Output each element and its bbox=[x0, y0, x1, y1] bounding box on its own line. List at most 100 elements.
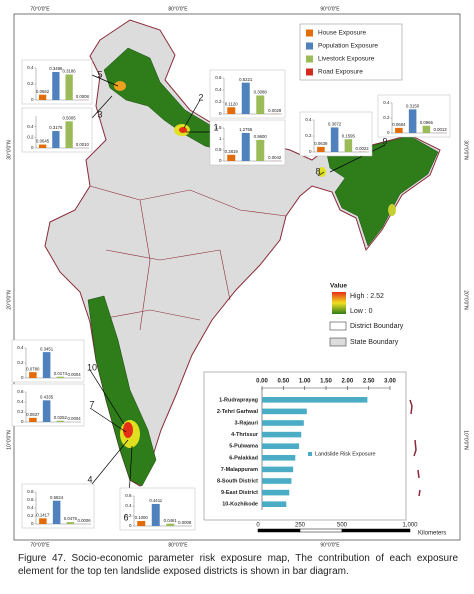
bar bbox=[52, 72, 60, 100]
value-label: 0.1000 bbox=[135, 515, 149, 520]
bar bbox=[422, 125, 431, 133]
district-number: 5 bbox=[97, 69, 102, 79]
value-label: 0.4411 bbox=[149, 498, 162, 503]
scale-segment bbox=[257, 528, 301, 533]
bar bbox=[52, 500, 61, 524]
y-tick-label: 8-South District bbox=[217, 478, 258, 484]
bar bbox=[262, 431, 302, 438]
y-tick-label: 0.4 bbox=[215, 87, 222, 92]
hotspot bbox=[388, 204, 396, 216]
scale-segment bbox=[341, 528, 411, 533]
value-label: 0.0004 bbox=[68, 372, 82, 377]
y-tick-label: 7-Malappuram bbox=[221, 467, 258, 473]
bar bbox=[395, 127, 403, 133]
value-low: Low : 0 bbox=[350, 308, 373, 315]
value-label: 0.3496 bbox=[49, 66, 63, 71]
y-tick-label: 0.4 bbox=[305, 117, 312, 122]
bar-chart-box bbox=[203, 371, 407, 521]
bar bbox=[241, 82, 250, 114]
legend-swatch bbox=[308, 452, 312, 456]
y-tick-label: 5-Pulwama bbox=[229, 444, 259, 450]
value-label: 0.0252 bbox=[54, 415, 68, 420]
bar bbox=[65, 74, 73, 100]
value-label: 0.0006 bbox=[78, 518, 92, 523]
hotspot bbox=[114, 81, 126, 91]
y-tick-label: 0.2 bbox=[27, 135, 34, 140]
bar bbox=[344, 139, 353, 152]
y-tick-label: 0.4 bbox=[17, 345, 24, 350]
bar bbox=[166, 523, 175, 526]
bar bbox=[262, 478, 292, 484]
x-tick-label: 2.00 bbox=[341, 379, 353, 385]
y-tick-label: 9-East District bbox=[221, 490, 258, 496]
x-tick-label: 0.50 bbox=[277, 379, 289, 385]
bar bbox=[317, 146, 325, 152]
y-tick-label: 0 bbox=[31, 97, 34, 102]
district-number: 4 bbox=[87, 474, 92, 484]
y-tick-label: 0.6 bbox=[125, 493, 132, 498]
value-label: 0.0645 bbox=[36, 139, 50, 144]
value-label: 0.0022 bbox=[356, 146, 370, 151]
y-tick-label: 0.8 bbox=[27, 489, 34, 494]
bar bbox=[39, 518, 47, 524]
value-label: 0.0461 bbox=[164, 518, 178, 523]
bar bbox=[66, 522, 75, 524]
hotspot bbox=[179, 127, 187, 133]
legend-swatch bbox=[306, 55, 313, 63]
latitude-label: 10°0'0"N bbox=[463, 430, 469, 450]
latitude-label: 20°0'0"N bbox=[463, 290, 469, 310]
value-label: 0.1120 bbox=[225, 101, 238, 106]
district-number: 10 bbox=[87, 362, 97, 372]
y-tick-label: 1.5 bbox=[215, 125, 222, 130]
y-tick-label: 0.6 bbox=[27, 497, 34, 502]
district-number: 2 bbox=[198, 92, 203, 102]
country-outline bbox=[44, 19, 441, 487]
y-tick-label: 0 bbox=[21, 419, 24, 424]
bar bbox=[262, 420, 304, 426]
district-label: District Boundary bbox=[350, 323, 404, 330]
x-tick-label: 1.00 bbox=[299, 379, 311, 385]
bar bbox=[262, 408, 307, 415]
y-tick-label: 0.2 bbox=[17, 409, 24, 414]
bar bbox=[262, 455, 296, 461]
bar bbox=[151, 503, 160, 526]
y-tick-label: 0 bbox=[309, 149, 312, 154]
bar bbox=[262, 501, 287, 507]
value-label: 0.1595 bbox=[342, 133, 356, 138]
y-tick-label: 0 bbox=[21, 375, 24, 380]
latitude-label: 20°0'0"N bbox=[6, 290, 12, 310]
hotspot bbox=[123, 422, 133, 438]
bar bbox=[137, 521, 146, 526]
state-label: State Boundary bbox=[350, 339, 399, 346]
value-label: 0.1417 bbox=[36, 512, 50, 517]
bar bbox=[42, 400, 51, 422]
value-label: 0.0684 bbox=[392, 122, 406, 127]
legend-label: Road Exposure bbox=[318, 69, 363, 76]
value-label: 0.0662 bbox=[36, 89, 50, 94]
northeast-region bbox=[325, 135, 439, 247]
bar bbox=[29, 372, 37, 378]
y-tick-label: 0.2 bbox=[125, 513, 132, 518]
value-label: 0.3451 bbox=[40, 346, 54, 351]
value-label: 0.0010 bbox=[76, 142, 90, 147]
y-tick-label: 0.2 bbox=[27, 81, 34, 86]
y-tick-label: 3-Rajauri bbox=[234, 420, 258, 426]
bar bbox=[29, 417, 37, 422]
value-label: 0.3150 bbox=[406, 104, 420, 109]
district-swatch bbox=[329, 321, 347, 331]
state-boundaries bbox=[89, 185, 287, 331]
value-high: High : 2.52 bbox=[350, 293, 384, 300]
value-ramp bbox=[332, 292, 346, 314]
y-tick-label: 0.2 bbox=[17, 360, 24, 365]
bar bbox=[56, 420, 65, 422]
y-tick-label: 1 bbox=[219, 136, 222, 141]
y-tick-label: 2-Tehri Garhwal bbox=[217, 409, 259, 415]
scale-label: 0 bbox=[256, 523, 260, 529]
y-tick-label: 0.2 bbox=[215, 99, 222, 104]
bar bbox=[227, 154, 236, 161]
figure-caption: Figure 47. Socio-economic parameter risk… bbox=[18, 553, 458, 577]
district-number: 7 bbox=[89, 399, 94, 409]
value-legend-title: Value bbox=[330, 283, 347, 290]
bar bbox=[262, 397, 368, 403]
